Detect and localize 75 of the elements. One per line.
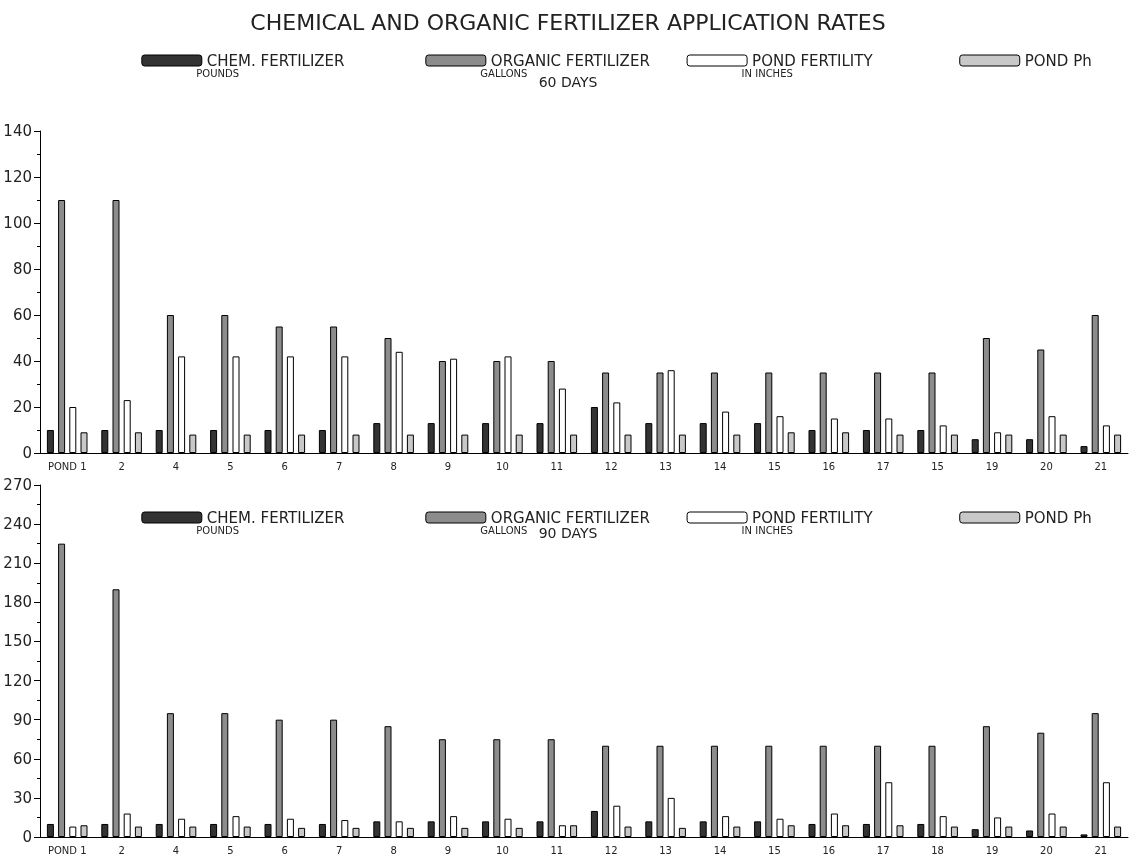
x-tick-label: 17 <box>876 460 890 472</box>
chart-title: CHEMICAL AND ORGANIC FERTILIZER APPLICATION RATES <box>250 9 886 35</box>
y-tick-label: 180 <box>3 593 32 612</box>
x-tick-label: 19 <box>985 460 999 472</box>
x-tick-label: 18 <box>931 844 944 856</box>
x-tick-label: 5 <box>227 460 234 472</box>
y-tick-label: 40 <box>12 352 32 370</box>
x-tick-label: 9 <box>444 460 452 472</box>
legend-label: ORGANIC FERTILIZER <box>490 508 650 527</box>
y-tick-label: 210 <box>3 554 32 573</box>
legend-label: POND FERTILITY <box>752 508 874 527</box>
text: GALLONS <box>480 67 528 79</box>
y-tick-label: 120 <box>3 671 32 690</box>
x-tick-label: 7 <box>336 460 343 472</box>
x-tick-label: 6 <box>281 460 288 472</box>
text: 90 DAYS <box>538 525 598 541</box>
y-tick-label: 270 <box>3 476 32 494</box>
x-tick-label: 14 <box>713 460 727 472</box>
y-tick-label: 0 <box>22 444 32 462</box>
legend-label: CHEM. FERTILIZER <box>206 51 345 70</box>
x-tick-label: 15 <box>768 460 781 472</box>
y-tick-label: 150 <box>3 632 32 651</box>
annotation: GALLONS <box>480 524 528 536</box>
x-tick-label: 15 <box>768 844 781 856</box>
x-tick-label: 11 <box>550 844 564 856</box>
y-tick-label: 100 <box>3 214 32 232</box>
x-tick-label: 10 <box>496 844 509 856</box>
x-tick-label: 15 <box>931 460 944 472</box>
x-tick-label: 8 <box>390 844 397 856</box>
x-tick-label: 7 <box>336 844 343 856</box>
y-tick-label: 140 <box>3 122 32 140</box>
x-tick-label: 5 <box>227 844 234 856</box>
x-tick-label: POND 1 <box>47 460 87 472</box>
annotation: POUNDS <box>196 524 240 536</box>
text: POUNDS <box>196 67 240 79</box>
x-tick-label: POND 1 <box>47 844 87 856</box>
x-tick-label: 13 <box>659 460 672 472</box>
legend-label: POND Ph <box>1024 51 1092 70</box>
x-tick-label: 9 <box>444 844 452 856</box>
x-tick-label: 4 <box>172 844 180 856</box>
text: IN INCHES <box>741 67 793 79</box>
y-tick-label: 240 <box>3 515 32 534</box>
x-tick-label: 6 <box>281 844 288 856</box>
y-tick-label: 60 <box>12 306 32 324</box>
x-tick-label: 11 <box>550 460 564 472</box>
x-tick-label: 13 <box>659 844 672 856</box>
x-tick-label: 12 <box>604 844 618 856</box>
x-tick-label: 16 <box>822 844 836 856</box>
x-tick-label: 19 <box>985 844 999 856</box>
x-tick-label: 21 <box>1094 460 1108 472</box>
x-tick-label: 8 <box>390 460 397 472</box>
x-tick-label: 10 <box>496 460 509 472</box>
y-tick-label: 80 <box>12 260 32 278</box>
legend-label: ORGANIC FERTILIZER <box>490 51 650 70</box>
x-tick-label: 14 <box>713 844 727 856</box>
x-tick-label: 2 <box>118 460 125 472</box>
y-tick-label: 60 <box>12 749 32 768</box>
y-tick-label: 0 <box>22 828 32 846</box>
legend-label: POND Ph <box>1024 508 1092 527</box>
x-tick-label: 4 <box>172 460 180 472</box>
legend-label: CHEM. FERTILIZER <box>206 508 345 527</box>
x-tick-label: 16 <box>822 460 836 472</box>
x-tick-label: 21 <box>1094 844 1108 856</box>
chart-subtitle: 60 DAYS <box>538 74 598 90</box>
y-tick-label: 20 <box>12 398 32 416</box>
x-tick-label: 20 <box>1040 844 1053 856</box>
x-tick-label: 17 <box>876 844 890 856</box>
y-tick-label: 120 <box>3 168 32 186</box>
y-tick-label: 30 <box>12 788 32 807</box>
x-tick-label: 2 <box>118 844 125 856</box>
x-tick-label: 20 <box>1040 460 1053 472</box>
legend-label: POND FERTILITY <box>752 51 874 70</box>
y-tick-label: 90 <box>12 710 32 729</box>
annotation: IN INCHES <box>741 524 793 536</box>
x-tick-label: 12 <box>604 460 618 472</box>
